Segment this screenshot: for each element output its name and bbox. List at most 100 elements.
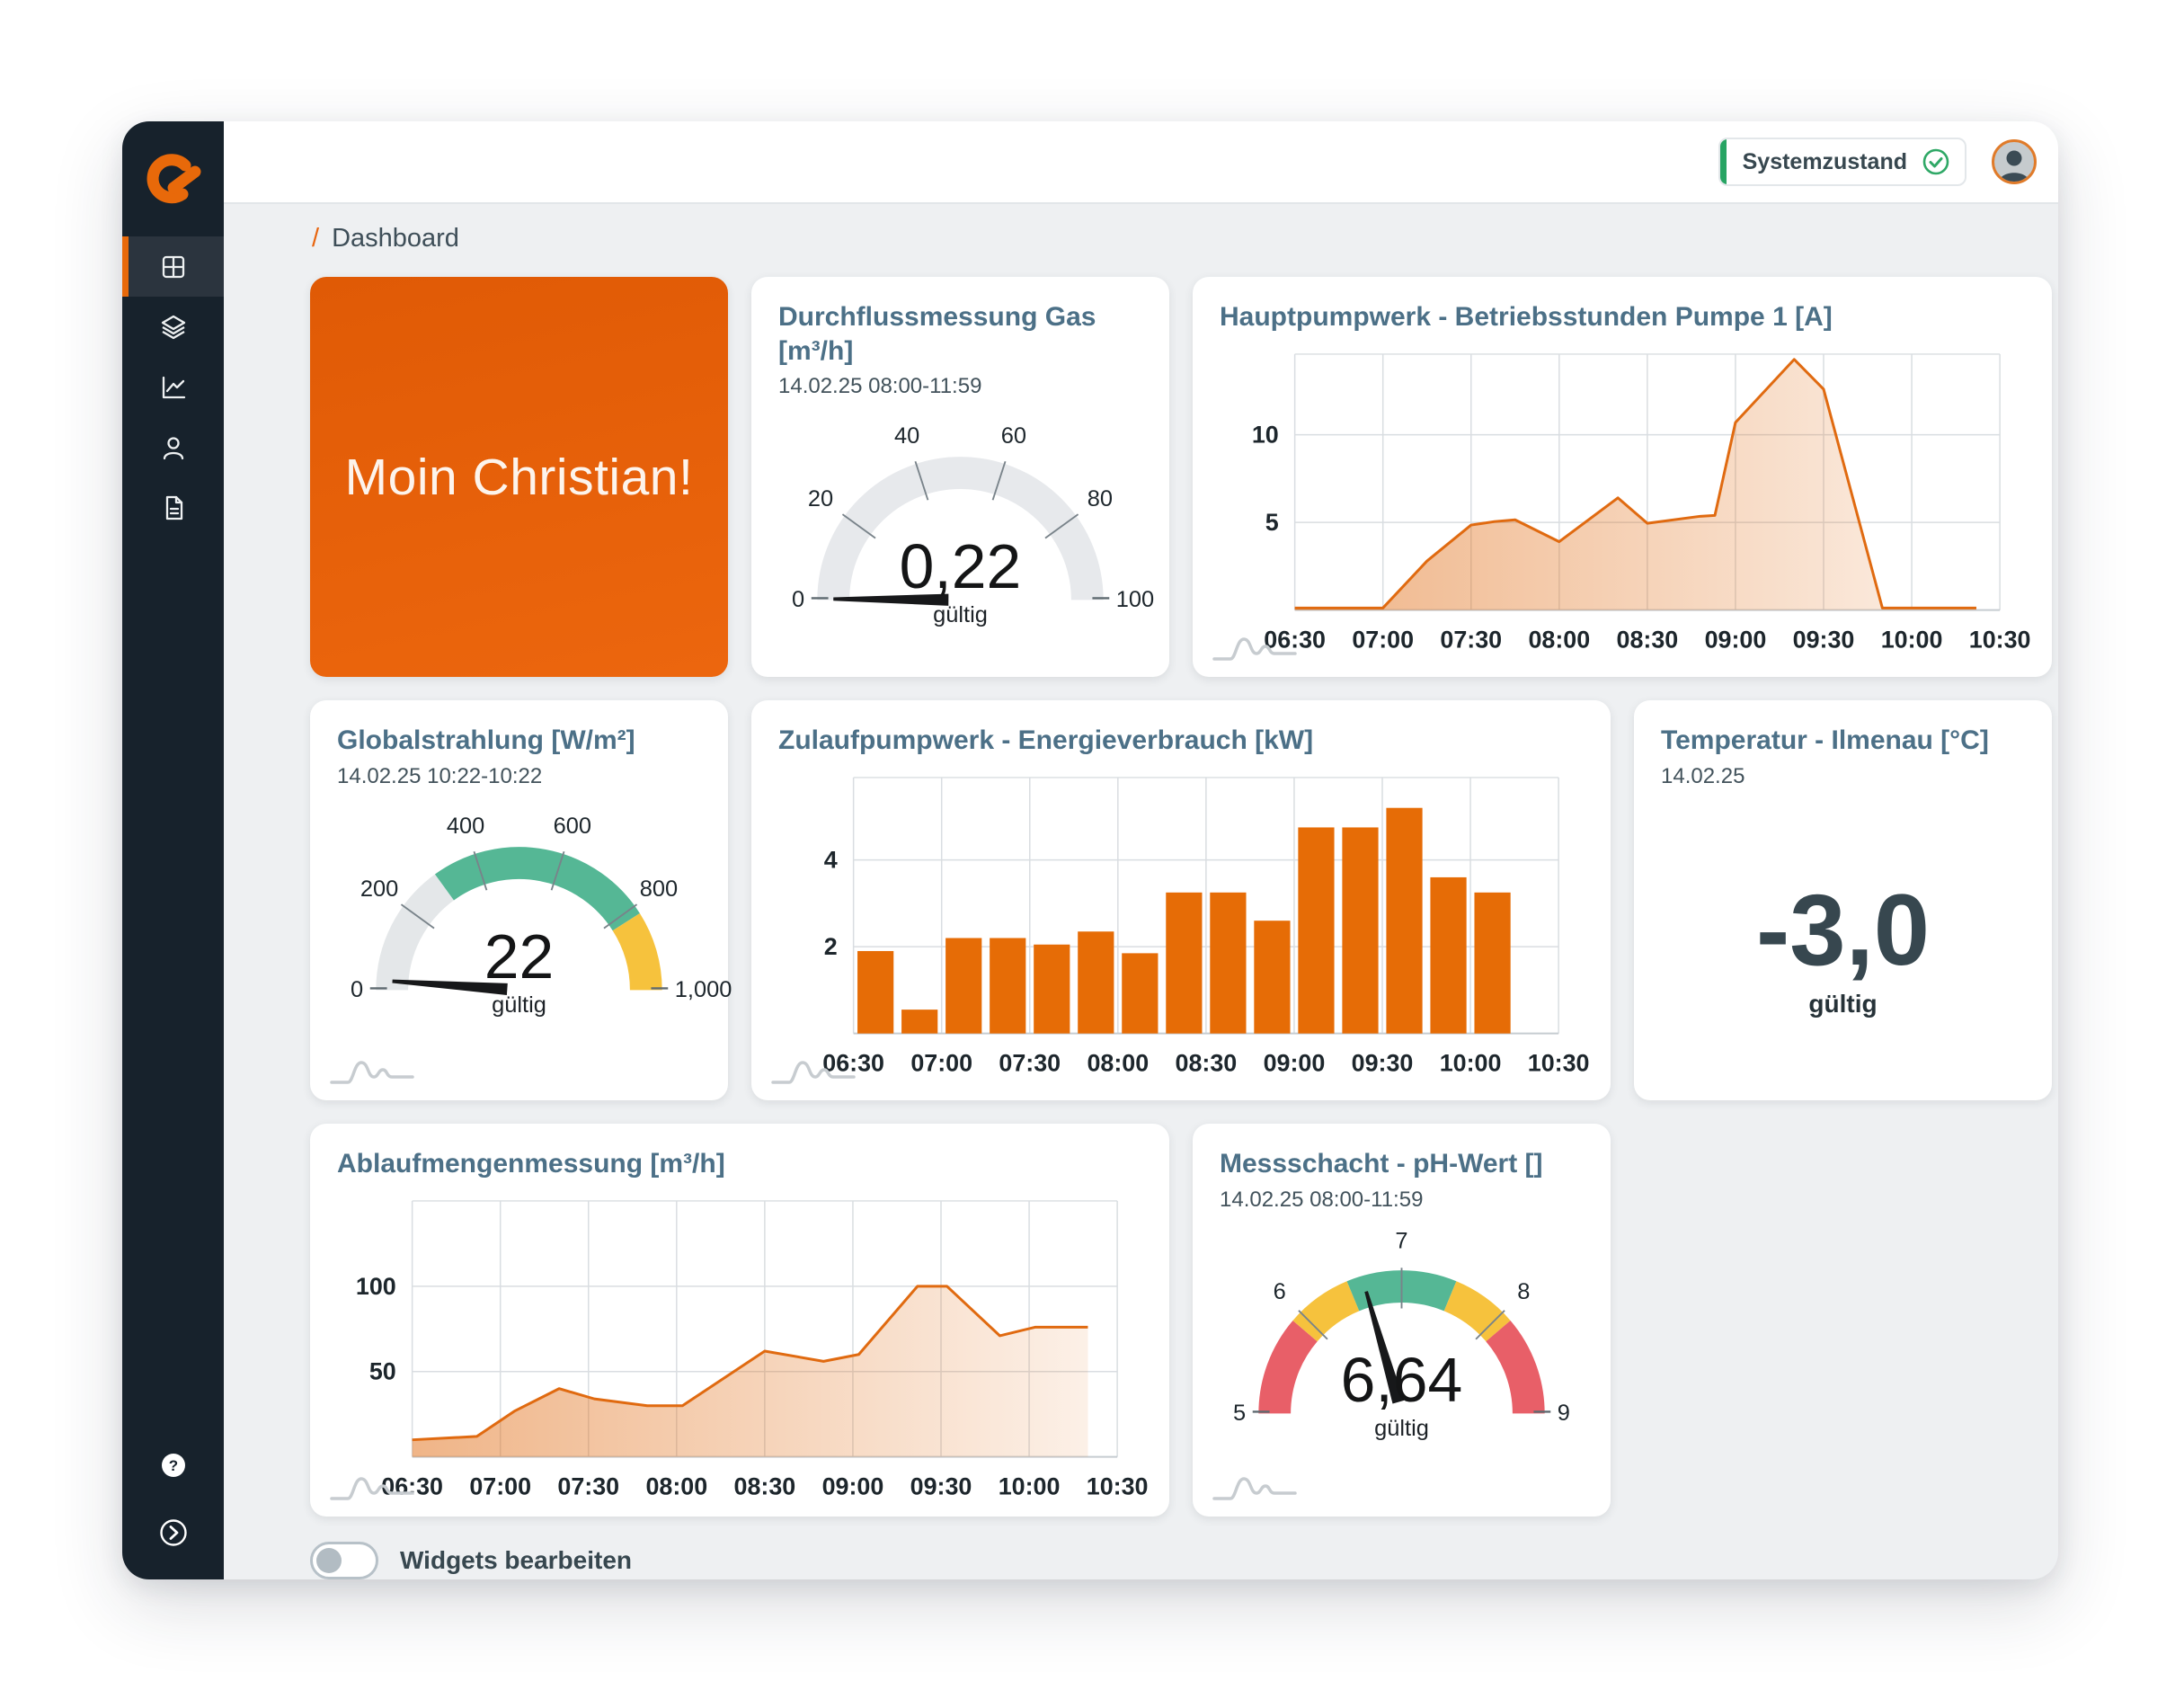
svg-text:20: 20 — [808, 486, 833, 511]
svg-text:0,22: 0,22 — [900, 531, 1022, 601]
sidebar-item-layers[interactable] — [122, 297, 224, 357]
breadcrumb-separator: / — [312, 224, 320, 253]
energy-bar-chart: 06:30 07:00 07:30 08:00 08:30 09:00 09:30 10:00… — [822, 776, 1589, 1076]
sidebar-bottom: ? — [122, 1450, 224, 1579]
svg-text:07:00: 07:00 — [910, 1049, 972, 1076]
svg-text:40: 40 — [894, 423, 919, 449]
sidebar: ? — [122, 121, 224, 1579]
widget-temperature-value: Temperatur - Ilmenau [°C] 14.02.25 -3,0 … — [1634, 700, 2052, 1100]
widget-pump-hours-chart: Hauptpumpwerk - Betriebsstunden Pumpe 1 … — [1193, 277, 2052, 677]
widget-title: Messschacht - pH-Wert [] — [1220, 1149, 1543, 1179]
line-chart-icon — [162, 376, 185, 398]
widget-title: Zulaufpumpwerk - Energieverbrauch [kW] — [778, 725, 1314, 755]
user-avatar[interactable] — [1992, 139, 2037, 184]
svg-text:08:00: 08:00 — [1528, 626, 1590, 653]
widget-grid: Moin Christian! Durchflussmessung Gas [m… — [310, 277, 2058, 1517]
sidebar-item-reports[interactable] — [122, 477, 224, 538]
widget-title: Globalstrahlung [W/m²] — [337, 725, 635, 755]
svg-text:09:00: 09:00 — [1705, 626, 1767, 653]
help-icon: ? — [161, 1454, 185, 1477]
app-window: ? Systemzustand — [122, 121, 2058, 1579]
company-logo[interactable] — [122, 121, 224, 236]
toggle-knob — [316, 1548, 342, 1573]
svg-text:10:30: 10:30 — [1087, 1472, 1149, 1499]
svg-text:400: 400 — [447, 814, 484, 839]
edit-widgets-row: Widgets bearbeiten — [310, 1542, 2058, 1579]
system-status-badge[interactable]: Systemzustand — [1718, 138, 1966, 186]
svg-text:07:30: 07:30 — [1440, 626, 1502, 653]
svg-text:07:00: 07:00 — [469, 1472, 531, 1499]
svg-text:08:00: 08:00 — [1087, 1049, 1149, 1076]
main-area: Systemzustand / Dashboard — [224, 121, 2058, 1579]
brand-watermark-icon — [330, 1477, 414, 1500]
widget-radiation-gauge: Globalstrahlung [W/m²] 14.02.25 10:22-10… — [310, 700, 732, 1100]
svg-text:10:30: 10:30 — [1969, 626, 2031, 653]
sidebar-item-dashboard[interactable] — [122, 236, 224, 297]
svg-text:50: 50 — [369, 1357, 396, 1384]
dashboard-grid-icon — [162, 255, 184, 278]
widget-subtitle: 14.02.25 10:22-10:22 — [337, 763, 543, 788]
svg-text:08:30: 08:30 — [1617, 626, 1679, 653]
sidebar-item-users[interactable] — [122, 417, 224, 477]
svg-text:09:30: 09:30 — [910, 1472, 972, 1499]
widget-title: Ablaufmengenmessung [m³/h] — [337, 1149, 725, 1179]
svg-text:10:00: 10:00 — [1881, 626, 1943, 653]
brand-watermark-icon — [771, 1061, 856, 1084]
widget-title: Temperatur - Ilmenau [°C] — [1661, 725, 1989, 755]
svg-text:10: 10 — [1252, 421, 1279, 448]
svg-text:08:30: 08:30 — [1176, 1049, 1238, 1076]
svg-text:100: 100 — [1116, 587, 1154, 612]
svg-text:600: 600 — [554, 814, 591, 839]
brand-watermark-icon — [330, 1061, 414, 1084]
pump-hours-area-chart: 06:30 07:00 07:30 08:00 08:30 09:00 09:30 10:00… — [1252, 352, 2030, 653]
svg-text:07:00: 07:00 — [1352, 626, 1414, 653]
svg-text:06:30: 06:30 — [822, 1049, 884, 1076]
widget-greeting: Moin Christian! — [310, 277, 728, 677]
layers-icon — [161, 315, 185, 339]
svg-text:09:00: 09:00 — [822, 1472, 884, 1499]
svg-text:08:00: 08:00 — [645, 1472, 707, 1499]
svg-text:?: ? — [168, 1457, 177, 1474]
svg-text:800: 800 — [640, 876, 678, 901]
sidebar-item-analytics[interactable] — [122, 357, 224, 417]
edit-widgets-toggle[interactable] — [310, 1542, 378, 1579]
temperature-value: -3,0 — [1756, 873, 1930, 986]
svg-text:5: 5 — [1233, 1400, 1246, 1425]
topbar: Systemzustand — [224, 121, 2058, 204]
svg-text:1,000: 1,000 — [675, 976, 732, 1001]
breadcrumb-page[interactable]: Dashboard — [332, 224, 459, 253]
svg-text:22: 22 — [484, 921, 555, 992]
svg-text:0: 0 — [351, 976, 363, 1001]
status-green-bar — [1719, 139, 1727, 184]
widget-energy-bar-chart: Zulaufpumpwerk - Energieverbrauch [kW] 0… — [751, 700, 1611, 1100]
temperature-status: gültig — [1808, 989, 1878, 1018]
status-label: Systemzustand — [1742, 148, 1907, 174]
widget-subtitle: 14.02.25 08:00-11:59 — [778, 374, 982, 398]
svg-text:09:00: 09:00 — [1264, 1049, 1326, 1076]
breadcrumb: / Dashboard — [312, 224, 2058, 254]
brand-watermark-icon — [1212, 1477, 1297, 1500]
sidebar-collapse-button[interactable] — [157, 1517, 190, 1549]
edit-widgets-label: Widgets bearbeiten — [400, 1546, 633, 1574]
svg-text:100: 100 — [356, 1272, 396, 1299]
help-button[interactable]: ? — [158, 1450, 189, 1481]
svg-text:10:00: 10:00 — [999, 1472, 1061, 1499]
outflow-area-chart: 06:30 07:00 07:30 08:00 08:30 09:00 09:30 10:00… — [356, 1199, 1148, 1499]
svg-text:gültig: gültig — [1374, 1415, 1429, 1440]
widget-outflow-chart: Ablaufmengenmessung [m³/h] 06:30 07:00 07:… — [310, 1124, 1169, 1517]
company-logo-icon — [146, 154, 200, 204]
svg-text:2: 2 — [824, 933, 838, 960]
svg-text:06:30: 06:30 — [381, 1472, 443, 1499]
greeting-text: Moin Christian! — [344, 448, 694, 506]
svg-text:07:30: 07:30 — [557, 1472, 619, 1499]
status-ok-check-icon — [1922, 147, 1950, 176]
svg-text:8: 8 — [1517, 1278, 1530, 1303]
user-icon — [163, 436, 183, 459]
svg-text:09:30: 09:30 — [1793, 626, 1855, 653]
svg-text:0: 0 — [792, 587, 804, 612]
svg-text:07:30: 07:30 — [999, 1049, 1061, 1076]
svg-text:10:00: 10:00 — [1440, 1049, 1502, 1076]
widget-title: Durchflussmessung Gas [m³/h] — [778, 302, 1096, 366]
svg-text:06:30: 06:30 — [1264, 626, 1326, 653]
